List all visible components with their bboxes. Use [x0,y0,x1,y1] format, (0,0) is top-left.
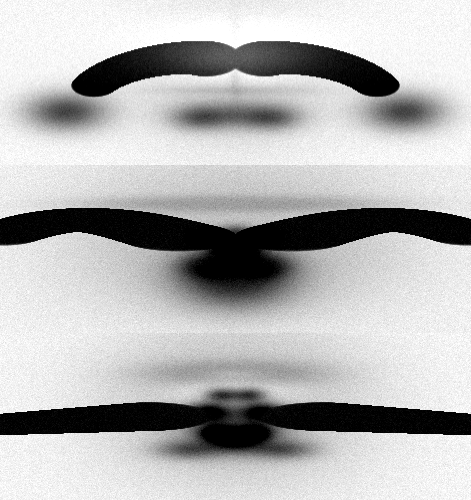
Text: c: c [422,450,431,468]
Text: b: b [422,286,432,302]
Text: 5 cm: 5 cm [35,278,63,287]
Text: a: a [422,134,431,151]
